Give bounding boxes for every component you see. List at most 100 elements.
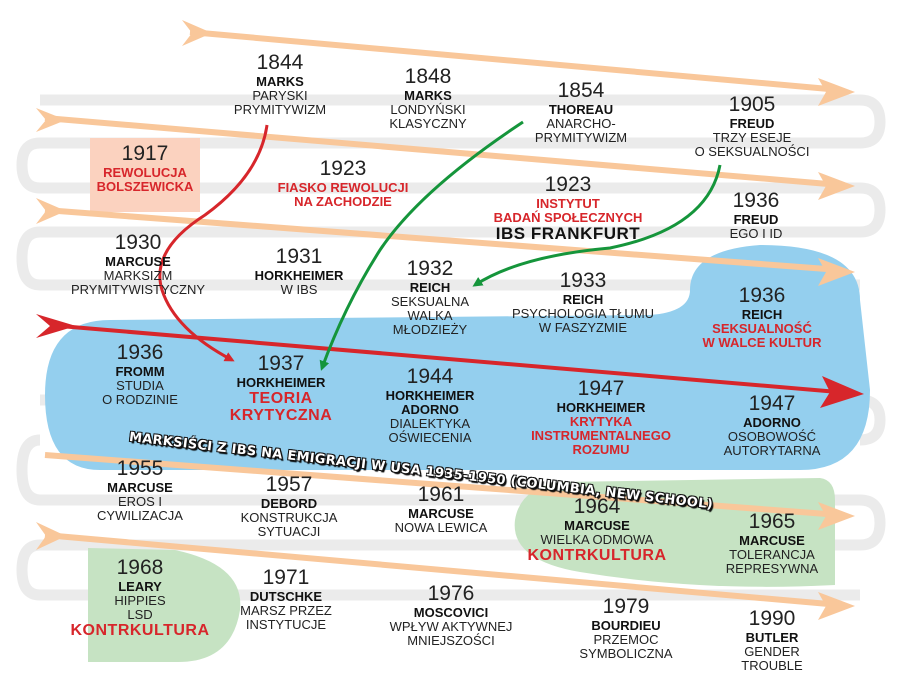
event-desc: W IBS — [280, 281, 318, 297]
event-author: MARCUSE — [105, 253, 171, 269]
event-desc: O RODZINIE — [102, 391, 178, 407]
event-year: 1957 — [265, 473, 313, 496]
event-1933: 1933 REICH PSYCHOLOGIA TŁUMU W FASZYZMIE — [511, 269, 655, 335]
emigration-region — [45, 245, 870, 470]
event-author: MARCUSE — [739, 532, 805, 548]
event-desc: WPŁYW AKTYWNEJ — [389, 618, 513, 634]
arrow-head — [818, 258, 855, 286]
event-year: 1990 — [748, 607, 796, 630]
event-desc: WALKA — [407, 307, 453, 323]
event-author: BOURDIEU — [591, 617, 661, 633]
event-desc: LONDYŃSKI — [390, 101, 466, 117]
event-desc: MŁODZIEŻY — [392, 321, 468, 337]
event-1936-freud: 1936 FREUD EGO I ID — [730, 189, 783, 241]
event-desc: EROS I — [117, 493, 163, 509]
event-1979: 1979 BOURDIEU PRZEMOC SYMBOLICZNA — [579, 595, 673, 661]
event-1976: 1976 MOSCOVICI WPŁYW AKTYWNEJ MNIEJSZOŚC… — [389, 582, 513, 648]
event-desc: IBS FRANKFURT — [495, 223, 641, 243]
event-desc: REWOLUCJA — [103, 164, 187, 180]
event-desc: PSYCHOLOGIA TŁUMU — [511, 305, 655, 321]
event-desc: W WALCE KULTUR — [702, 334, 822, 350]
event-year: 1936 — [738, 284, 786, 307]
revolution-1917-box — [90, 138, 200, 212]
event-desc: TEORIA — [249, 389, 313, 407]
event-author: MARCUSE — [564, 517, 630, 533]
event-author: MARCUSE — [107, 479, 173, 495]
event-1955: 1955 MARCUSE EROS I CYWILIZACJA — [97, 457, 183, 523]
event-desc: AUTORYTARNA — [723, 442, 821, 458]
event-1964: 1964 MARCUSE WIELKA ODMOWA KONTRKULTURA — [527, 495, 666, 564]
event-1971: 1971 DUTSCHKE MARSZ PRZEZ INSTYTUCJE — [240, 566, 332, 632]
event-1932: 1932 REICH SEKSUALNA WALKA MŁODZIEŻY — [391, 257, 469, 337]
event-desc: TOLERANCJA — [729, 546, 815, 562]
event-desc: INSTRUMENTALNEGO — [531, 427, 671, 443]
event-year: 1968 — [116, 556, 164, 579]
event-desc: PRYMITYWIZM — [233, 101, 327, 117]
event-year: 1931 — [275, 245, 323, 268]
event-1930: 1930 MARCUSE MARKSIZM PRYMITYWISTYCZNY — [71, 231, 205, 297]
event-author: REICH — [409, 279, 451, 295]
event-year: 1932 — [406, 257, 454, 280]
event-1944: 1944 HORKHEIMER ADORNO DIALEKTYKA OŚWIEC… — [385, 365, 475, 445]
timeline-arrows — [44, 29, 841, 608]
event-1947-horkheimer: 1947 HORKHEIMER KRYTYKA INSTRUMENTALNEGO… — [531, 377, 671, 457]
event-year: 1854 — [557, 79, 605, 102]
arrow-head — [818, 502, 855, 530]
event-author: DEBORD — [260, 495, 318, 511]
event-desc: FIASKO REWOLUCJI — [277, 179, 409, 195]
event-coauthor: ADORNO — [401, 401, 459, 417]
arrow-tail — [36, 198, 66, 224]
event-year: 1848 — [404, 65, 452, 88]
event-author: HORKHEIMER — [556, 399, 646, 415]
event-1936-fromm: 1936 FROMM STUDIA O RODZINIE — [102, 341, 178, 407]
event-year: 1905 — [728, 93, 776, 116]
main-red-arrowtail — [36, 314, 76, 338]
event-author: DUTSCHKE — [249, 588, 323, 604]
event-desc: ANARCHO- — [546, 115, 616, 131]
event-year: 1964 — [573, 495, 621, 518]
event-author: FROMM — [115, 363, 165, 379]
event-desc: MARSZ PRZEZ — [240, 602, 332, 618]
main-red-arrow — [59, 324, 839, 394]
event-desc: LSD — [127, 606, 153, 622]
event-author: REICH — [562, 291, 604, 307]
influence-arrow-thoreau — [319, 120, 524, 371]
event-desc: ROZUMU — [572, 441, 630, 457]
event-desc: REPRESYWNA — [725, 560, 819, 576]
arrow-tail — [36, 108, 66, 132]
event-desc: MARKSIZM — [103, 267, 173, 283]
event-year: 1947 — [748, 392, 796, 415]
event-1947-adorno: 1947 ADORNO OSOBOWOŚĆ AUTORYTARNA — [723, 392, 821, 458]
event-author: HORKHEIMER — [254, 267, 344, 283]
event-desc: TROUBLE — [741, 657, 803, 673]
event-author: THOREAU — [548, 101, 614, 117]
arrow-tail — [36, 522, 66, 550]
event-year: 1947 — [577, 377, 625, 400]
event-year: 1933 — [559, 269, 607, 292]
event-desc: W FASZYZMIE — [538, 319, 628, 335]
event-desc: BOLSZEWICKA — [96, 178, 194, 194]
event-author: ADORNO — [743, 414, 801, 430]
event-1968: 1968 LEARY HIPPIES LSD KONTRKULTURA — [70, 556, 209, 639]
event-desc: SYMBOLICZNA — [579, 645, 673, 661]
event-1990: 1990 BUTLER GENDER TROUBLE — [741, 607, 803, 673]
event-author: HORKHEIMER — [385, 387, 475, 403]
event-year: 1955 — [116, 457, 164, 480]
event-year: 1937 — [257, 352, 305, 375]
arrow-head — [818, 592, 855, 620]
event-author: BUTLER — [745, 629, 799, 645]
event-1936-reich: 1936 REICH SEKSUALNOŚĆ W WALCE KULTUR — [702, 284, 822, 350]
event-desc: PARYSKI — [252, 87, 308, 103]
event-desc: INSTYTUCJE — [245, 616, 327, 632]
event-1923-ibs: 1923 INSTYTUT BADAŃ SPOŁECZNYCH IBS FRAN… — [494, 173, 643, 243]
event-year: 1944 — [406, 365, 454, 388]
event-year: 1965 — [748, 510, 796, 533]
event-desc: STUDIA — [116, 377, 164, 393]
event-desc: KRYTYCZNA — [229, 406, 333, 424]
event-1844: 1844 MARKS PARYSKI PRYMITYWIZM — [233, 51, 327, 117]
event-desc: KRYTYKA — [569, 413, 633, 429]
event-desc: NOWA LEWICA — [394, 519, 488, 535]
event-desc: DIALEKTYKA — [389, 415, 471, 431]
event-1957: 1957 DEBORD KONSTRUKCJA SYTUACJI — [241, 473, 338, 539]
event-year: 1923 — [544, 173, 592, 196]
